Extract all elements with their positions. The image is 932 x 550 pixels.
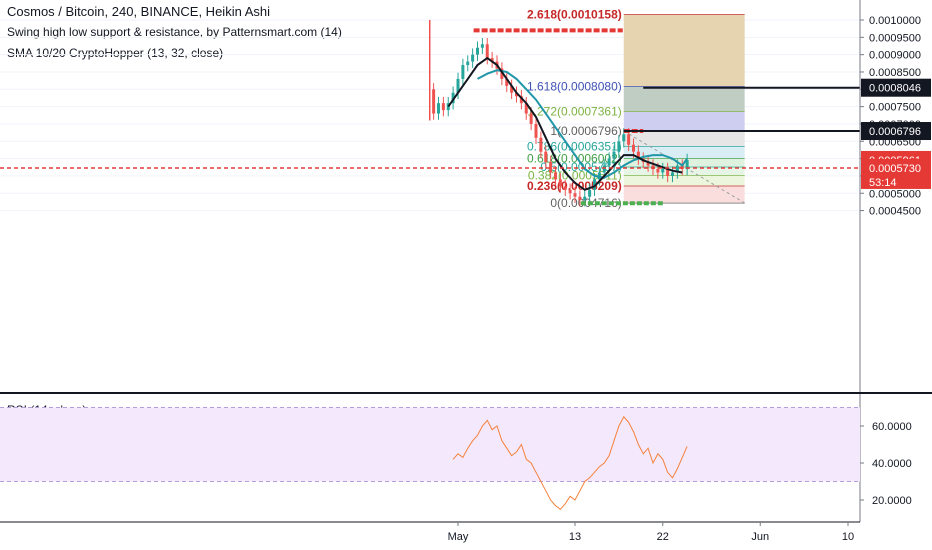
time-tick-label: 13 <box>569 531 581 543</box>
price-tick-label: 0.0010000 <box>869 15 921 27</box>
candle-body <box>466 61 470 66</box>
candle-body <box>578 196 582 201</box>
candle-body <box>476 47 479 55</box>
fib-zone <box>623 167 745 176</box>
fib-level-label: 1.272(0.0007361) <box>527 104 622 118</box>
chart-title: Cosmos / Bitcoin, 240, BINANCE, Heikin A… <box>7 4 270 19</box>
sma-fast-line <box>447 56 683 191</box>
fib-level-label: 0(0.0004716) <box>550 196 621 210</box>
rsi-band <box>0 407 860 482</box>
candle-body <box>519 96 523 104</box>
rsi-line <box>452 415 688 510</box>
current-price-badge <box>861 158 931 189</box>
candle-body <box>441 103 445 111</box>
candle-body <box>573 193 577 197</box>
fib-zone <box>623 175 745 187</box>
candle-body <box>480 44 484 48</box>
fib-level-label: 2.618(0.0010158) <box>527 8 622 22</box>
candle-body <box>554 172 557 180</box>
price-tick-label: 0.0007500 <box>869 102 921 114</box>
horizontal-line-price-text: 0.0006796 <box>869 126 921 138</box>
candle-body <box>627 134 631 145</box>
candle-body <box>632 144 635 152</box>
candle-body <box>529 113 533 124</box>
fib-zone <box>623 14 745 87</box>
candle-body <box>451 92 455 104</box>
candle-body <box>583 196 587 201</box>
candle-body <box>524 103 528 114</box>
candle-body <box>612 151 616 159</box>
candle-countdown: 53:14 <box>869 177 897 189</box>
candle-body <box>602 165 606 173</box>
candle-body <box>505 78 509 86</box>
time-tick-label: Jun <box>751 531 769 543</box>
current-price-text: 0.0005730 <box>869 163 921 175</box>
candle-body <box>461 65 465 79</box>
candle-body <box>485 44 489 59</box>
time-tick-label: 10 <box>842 531 854 543</box>
time-tick-label: May <box>448 531 469 543</box>
candle-body <box>549 162 553 173</box>
fib-level-label: 1(0.0006796) <box>550 124 621 138</box>
candle-body <box>588 189 592 197</box>
candle-body <box>675 165 679 173</box>
candle-body <box>510 85 514 93</box>
sma-slow-line <box>477 69 688 179</box>
horizontal-line-price-text: 0.0008046 <box>869 83 921 95</box>
fib-zone <box>623 86 745 112</box>
candle-body <box>671 172 674 176</box>
candle-body <box>593 179 596 190</box>
price-tick-label: 0.0004500 <box>869 206 921 218</box>
fib-zone <box>623 186 745 204</box>
candle-body <box>456 78 460 93</box>
indicator-swing-legend: Swing high low support & resistance, by … <box>7 25 342 39</box>
price-tick-label: 0.0009500 <box>869 32 921 44</box>
candle-body <box>568 189 572 194</box>
candle-body <box>471 54 475 62</box>
price-tick-label: 0.0009000 <box>869 50 921 62</box>
candle-body <box>666 168 670 176</box>
fib-level-label: 1.618(0.0008080) <box>527 80 622 94</box>
candle-body <box>539 137 543 152</box>
candle-body <box>661 168 665 173</box>
candle-body <box>544 151 548 163</box>
fib-level-label: 0.5(0.0005757) <box>540 160 621 174</box>
candle-body <box>646 162 650 166</box>
indicator-sma-legend: SMA 10/20 CryptoHopper (13, 32, close) <box>7 46 224 60</box>
candle-body <box>490 58 494 62</box>
candle-body <box>437 103 440 114</box>
horizontal-line-price-badge <box>861 78 931 97</box>
time-tick-label: 22 <box>657 531 669 543</box>
candle-body <box>515 92 518 97</box>
candle-body <box>617 141 621 152</box>
rsi-tick-label: 60.0000 <box>872 421 912 433</box>
candle-body <box>685 159 689 169</box>
candle-body <box>446 103 450 111</box>
candle-body <box>500 68 504 79</box>
candle-body <box>534 123 538 138</box>
candle-body <box>432 89 436 114</box>
candle-body <box>563 186 567 190</box>
rsi-tick-label: 20.0000 <box>872 495 912 507</box>
fib-zone <box>623 131 745 147</box>
fib-zone <box>623 111 745 132</box>
candle-body <box>607 158 611 166</box>
rsi-tick-label: 40.0000 <box>872 458 912 470</box>
candle-body <box>622 134 626 142</box>
candle-body <box>558 179 562 187</box>
price-tick-label: 0.0005000 <box>869 188 921 200</box>
candle-body <box>636 151 640 159</box>
candle-body <box>656 168 660 173</box>
horizontal-line-price-badge <box>861 122 931 141</box>
price-tick-label: 0.0008500 <box>869 67 921 79</box>
